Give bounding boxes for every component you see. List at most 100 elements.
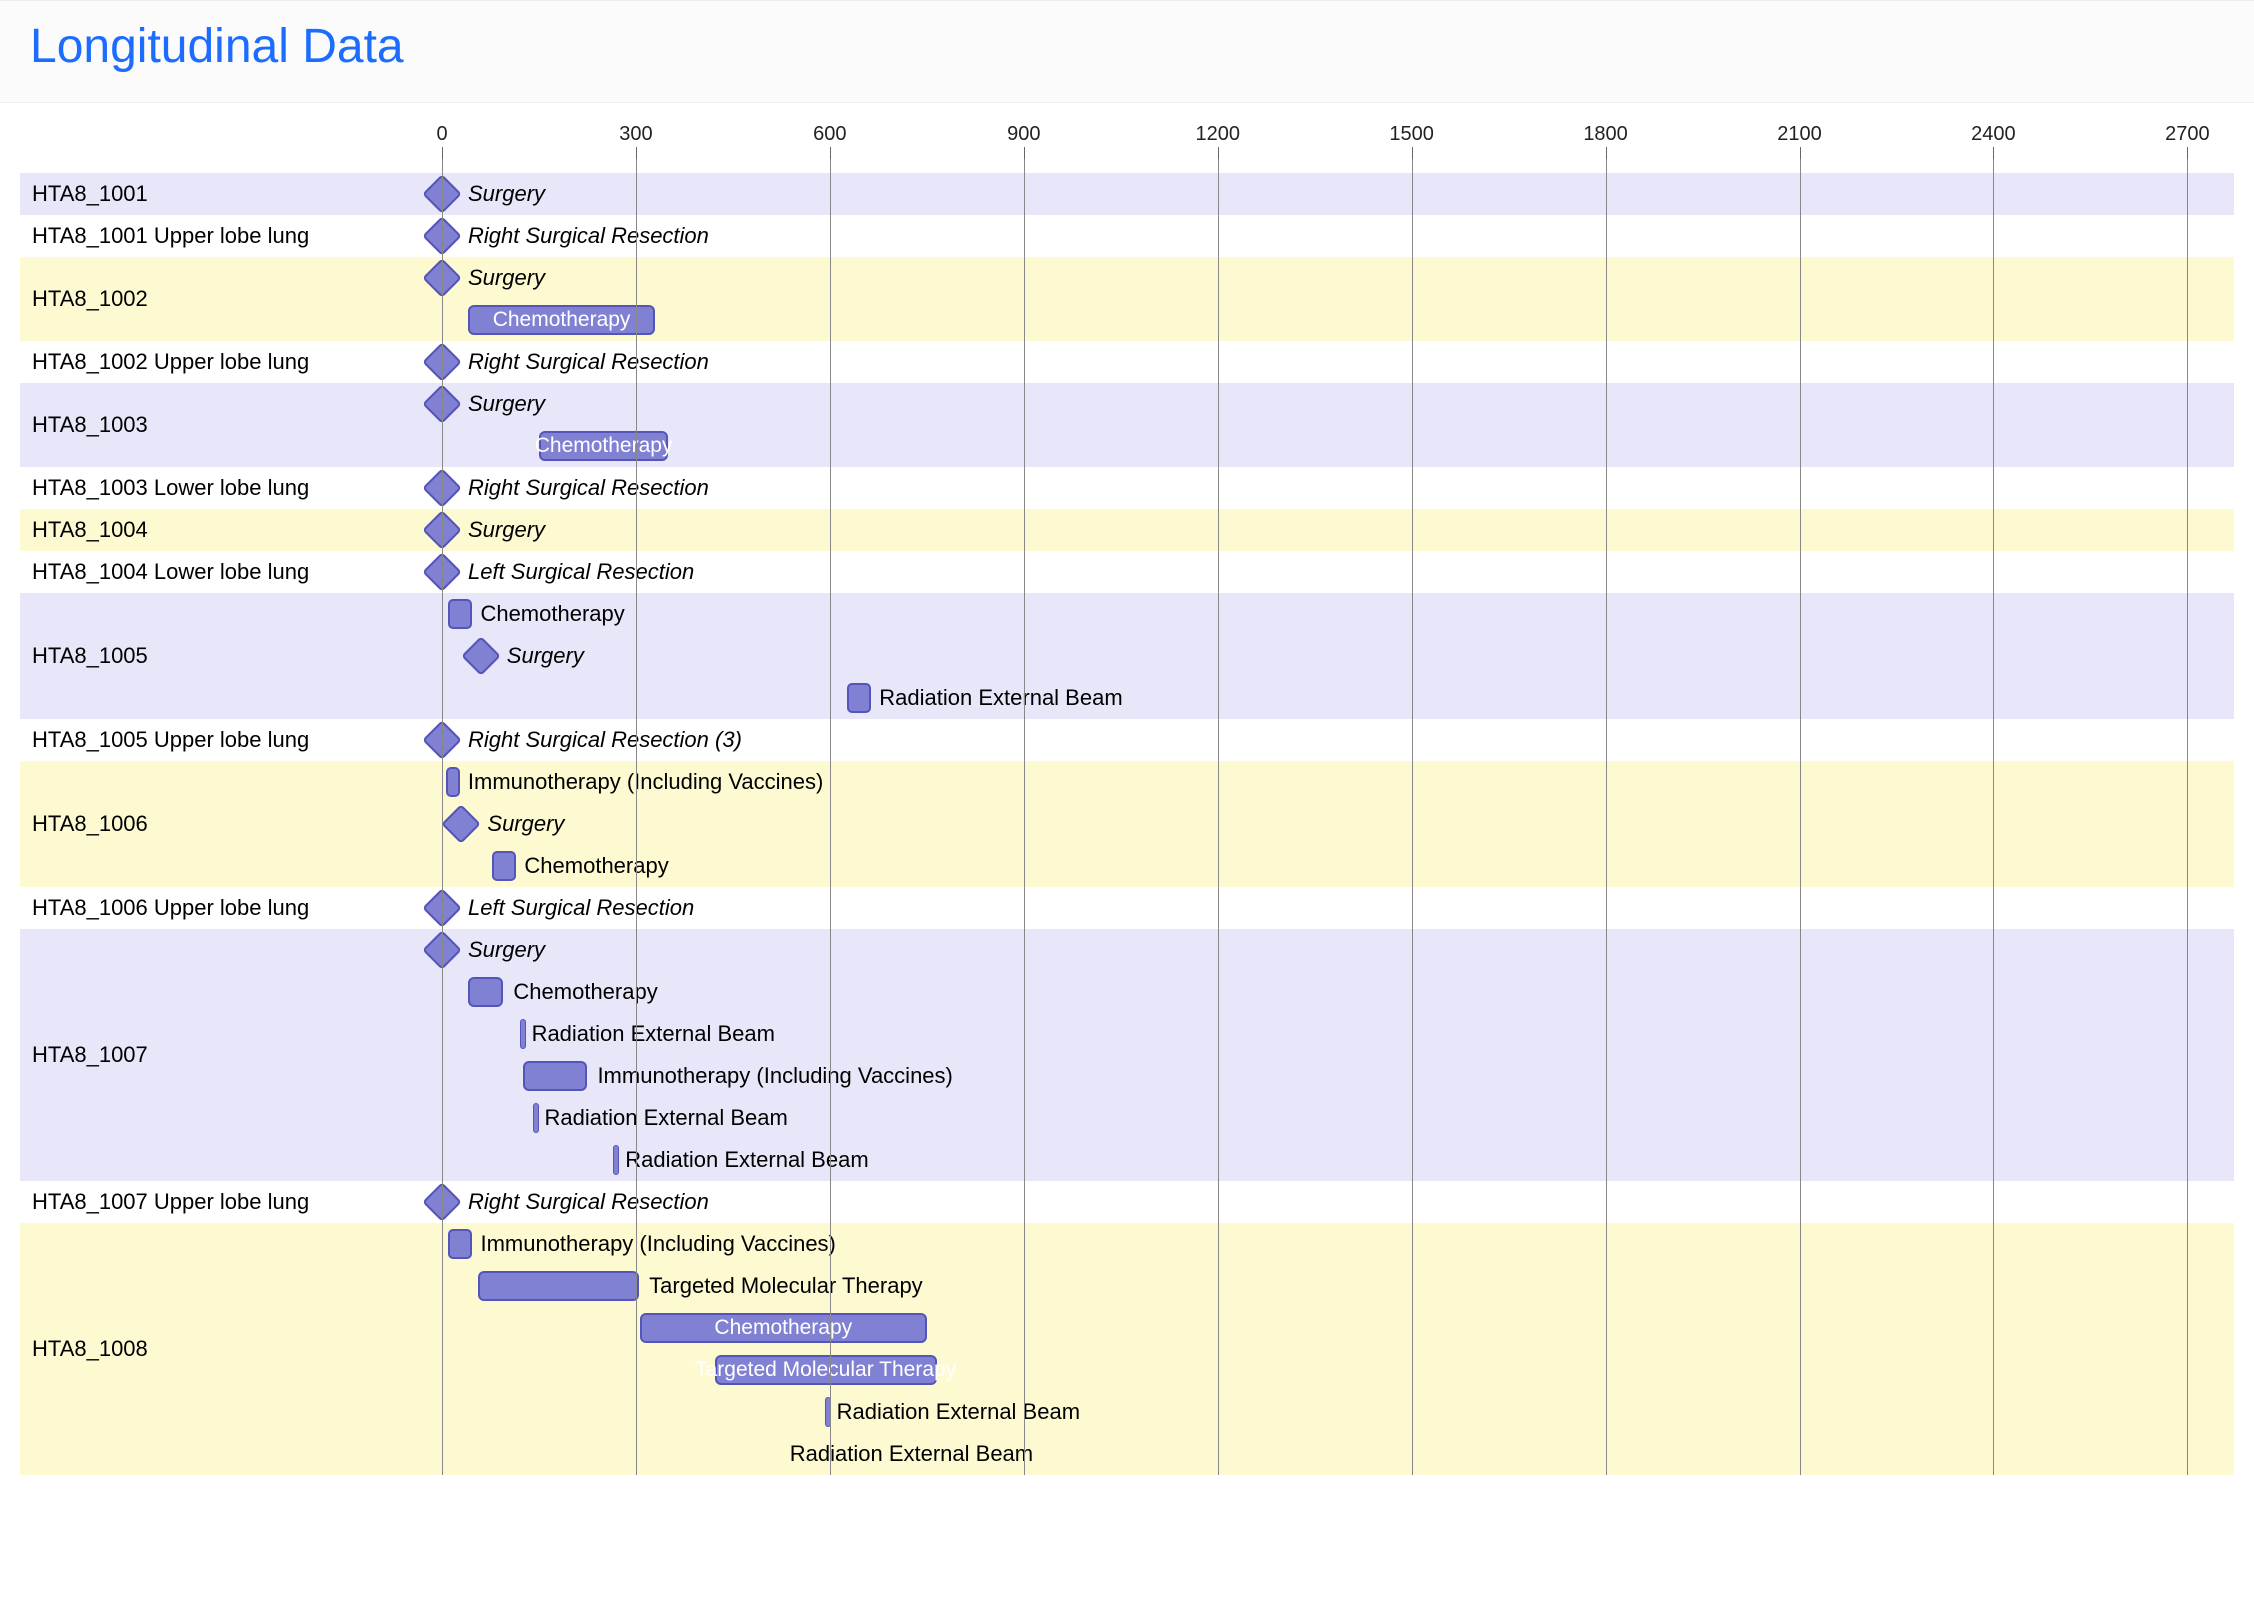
chart-row: HTA8_1008Immunotherapy (Including Vaccin… — [20, 1223, 2234, 1475]
row-track: Chemotherapy — [20, 299, 2234, 341]
event-bar-label: Chemotherapy — [714, 1316, 852, 1340]
event-diamond[interactable] — [422, 174, 462, 214]
row-track: Radiation External Beam — [20, 677, 2234, 719]
event-label: Radiation External Beam — [545, 1105, 788, 1131]
event-thinbar[interactable] — [613, 1145, 619, 1175]
chart-row: HTA8_1001Surgery — [20, 173, 2234, 215]
event-label: Right Surgical Resection — [468, 475, 709, 501]
row-track: Chemotherapy — [20, 971, 2234, 1013]
event-diamond[interactable] — [422, 720, 462, 760]
event-label: Chemotherapy — [513, 979, 657, 1005]
axis-tick-mark — [1218, 147, 1219, 159]
event-label: Radiation External Beam — [837, 1399, 1080, 1425]
page-title: Longitudinal Data — [30, 19, 2254, 74]
row-track: Left Surgical Resection — [20, 551, 2234, 593]
event-box[interactable] — [446, 767, 460, 797]
axis-tick-label: 1500 — [1389, 123, 1434, 146]
event-box[interactable] — [847, 683, 871, 713]
x-axis: 0300600900120015001800210024002700 — [20, 123, 2234, 173]
event-bar[interactable] — [468, 977, 504, 1007]
row-track: Targeted Molecular Therapy — [20, 1265, 2234, 1307]
axis-tick-mark — [1024, 147, 1025, 159]
axis-tick-label: 1800 — [1583, 123, 1628, 146]
event-label: Left Surgical Resection — [468, 559, 694, 585]
axis-tick-mark — [1800, 147, 1801, 159]
event-box[interactable] — [448, 599, 472, 629]
event-label: Surgery — [468, 517, 545, 543]
event-diamond[interactable] — [461, 636, 501, 676]
axis-tick-label: 2100 — [1777, 123, 1822, 146]
chart-row: HTA8_1005ChemotherapySurgeryRadiation Ex… — [20, 593, 2234, 719]
event-bar[interactable]: Chemotherapy — [640, 1313, 927, 1343]
event-bar[interactable]: Chemotherapy — [539, 431, 668, 461]
chart-row: HTA8_1007SurgeryChemotherapyRadiation Ex… — [20, 929, 2234, 1181]
event-bar[interactable] — [478, 1271, 640, 1301]
axis-tick-mark — [2187, 147, 2188, 159]
event-bar[interactable] — [523, 1061, 588, 1091]
chart-row: HTA8_1007 Upper lobe lungRight Surgical … — [20, 1181, 2234, 1223]
axis-tick-mark — [1993, 147, 1994, 159]
row-track: Surgery — [20, 257, 2234, 299]
row-track: Right Surgical Resection — [20, 215, 2234, 257]
event-diamond[interactable] — [422, 510, 462, 550]
event-label: Right Surgical Resection — [468, 1189, 709, 1215]
event-bar[interactable]: Chemotherapy — [468, 305, 655, 335]
event-bar-label: Chemotherapy — [535, 434, 673, 458]
row-track: Immunotherapy (Including Vaccines) — [20, 1223, 2234, 1265]
row-track: Chemotherapy — [20, 1307, 2234, 1349]
event-label: Right Surgical Resection (3) — [468, 727, 742, 753]
event-label: Immunotherapy (Including Vaccines) — [468, 769, 823, 795]
event-diamond[interactable] — [422, 552, 462, 592]
row-track: Surgery — [20, 383, 2234, 425]
row-track: Surgery — [20, 803, 2234, 845]
chart-row: HTA8_1004 Lower lobe lungLeft Surgical R… — [20, 551, 2234, 593]
axis-tick-label: 300 — [619, 123, 652, 146]
row-track: Surgery — [20, 509, 2234, 551]
event-label: Targeted Molecular Therapy — [649, 1273, 923, 1299]
event-label: Immunotherapy (Including Vaccines) — [480, 1231, 835, 1257]
axis-tick-label: 2400 — [1971, 123, 2016, 146]
event-thinbar[interactable] — [533, 1103, 539, 1133]
event-diamond[interactable] — [422, 930, 462, 970]
event-diamond[interactable] — [422, 888, 462, 928]
chart-row: HTA8_1006Immunotherapy (Including Vaccin… — [20, 761, 2234, 887]
chart-row: HTA8_1003 Lower lobe lungRight Surgical … — [20, 467, 2234, 509]
row-track: Chemotherapy — [20, 593, 2234, 635]
chart-row: HTA8_1002 Upper lobe lungRight Surgical … — [20, 341, 2234, 383]
event-diamond[interactable] — [422, 258, 462, 298]
event-diamond[interactable] — [422, 216, 462, 256]
chart-row: HTA8_1005 Upper lobe lungRight Surgical … — [20, 719, 2234, 761]
row-track: Radiation External Beam — [20, 1097, 2234, 1139]
event-diamond[interactable] — [422, 468, 462, 508]
event-box[interactable] — [448, 1229, 472, 1259]
chart-row: HTA8_1006 Upper lobe lungLeft Surgical R… — [20, 887, 2234, 929]
event-label: Chemotherapy — [524, 853, 668, 879]
row-track: Chemotherapy — [20, 425, 2234, 467]
event-bar[interactable]: Targeted Molecular Therapy — [715, 1355, 937, 1385]
axis-tick-mark — [1606, 147, 1607, 159]
event-diamond[interactable] — [422, 342, 462, 382]
event-thinbar[interactable] — [520, 1019, 526, 1049]
row-track: Right Surgical Resection — [20, 341, 2234, 383]
row-track: Immunotherapy (Including Vaccines) — [20, 761, 2234, 803]
chart-row: HTA8_1002SurgeryChemotherapy — [20, 257, 2234, 341]
chart-row: HTA8_1001 Upper lobe lungRight Surgical … — [20, 215, 2234, 257]
axis-tick-label: 0 — [436, 123, 447, 146]
event-label: Immunotherapy (Including Vaccines) — [597, 1063, 952, 1089]
axis-tick-label: 600 — [813, 123, 846, 146]
event-diamond[interactable] — [422, 1182, 462, 1222]
event-diamond[interactable] — [442, 804, 482, 844]
row-track: Immunotherapy (Including Vaccines) — [20, 1055, 2234, 1097]
axis-tick-label: 900 — [1007, 123, 1040, 146]
timeline-chart: 0300600900120015001800210024002700 HTA8_… — [20, 123, 2234, 1475]
event-label: Surgery — [468, 391, 545, 417]
chart-row: HTA8_1003SurgeryChemotherapy — [20, 383, 2234, 467]
event-label: Surgery — [468, 265, 545, 291]
event-label: Radiation External Beam — [532, 1021, 775, 1047]
event-diamond[interactable] — [422, 384, 462, 424]
event-label: Surgery — [507, 643, 584, 669]
event-box[interactable] — [492, 851, 516, 881]
page-header: Longitudinal Data — [0, 0, 2254, 103]
event-thinbar[interactable] — [825, 1397, 831, 1427]
row-track: Surgery — [20, 929, 2234, 971]
